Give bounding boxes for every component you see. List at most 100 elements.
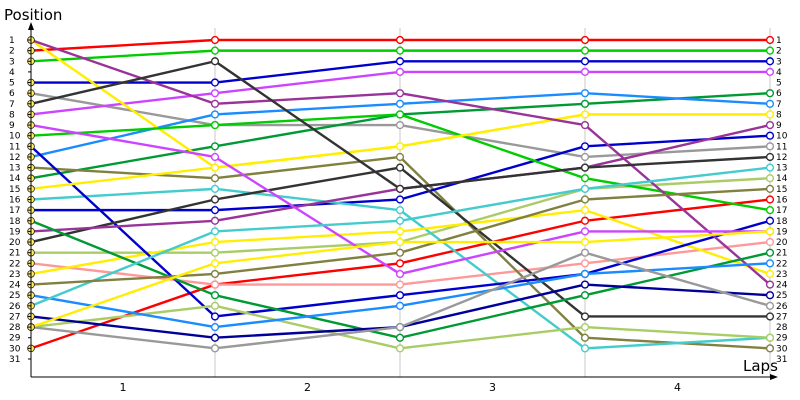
series-15-point-3	[395, 110, 405, 119]
series-24-point-4	[580, 269, 590, 279]
series-13-point-2	[210, 184, 220, 193]
series-7-point-2	[210, 248, 220, 257]
y-tick-left-13: 13	[9, 164, 20, 174]
y-tick-right-29: 29	[776, 334, 788, 344]
series-18-point-3	[395, 142, 405, 151]
series-17-point-5	[765, 216, 775, 225]
series-20-point-4	[580, 323, 590, 332]
series-15-point-4	[580, 174, 590, 183]
y-tick-right-17: 17	[776, 206, 787, 216]
series-5-point-5	[765, 237, 775, 247]
series-1-point-4	[580, 216, 590, 225]
series-22-point-5	[765, 120, 775, 130]
series-28-point-3	[395, 184, 405, 193]
series-17-point-2	[210, 312, 220, 321]
series-29-point-2	[210, 344, 220, 353]
y-tick-left-31: 31	[9, 355, 20, 365]
series-25-point-4	[580, 227, 590, 236]
y-tick-right-19: 19	[776, 227, 788, 237]
y-tick-right-10: 10	[776, 132, 788, 142]
series-11-point-2	[210, 89, 220, 98]
y-tick-left-1: 1	[9, 36, 15, 46]
y-tick-right-21: 21	[776, 249, 787, 259]
series-21-point-4	[580, 312, 590, 321]
series-13-point-4	[580, 344, 590, 353]
series-31-point-5	[765, 227, 775, 236]
y-tick-right-15: 15	[776, 185, 787, 195]
series-29-point-5	[765, 301, 775, 310]
series-24-point-3	[395, 301, 405, 310]
series-28-point-2	[210, 57, 220, 66]
x-tick-1: 1	[120, 381, 127, 394]
series-26-point-5	[765, 291, 775, 300]
series-markers	[27, 35, 775, 353]
series-25-point-2	[210, 152, 220, 162]
y-tick-right-28: 28	[776, 323, 788, 333]
series-4-point-4	[580, 57, 590, 66]
y-tick-left-7: 7	[9, 100, 15, 110]
series-26-point-4	[580, 280, 590, 289]
y-tick-left-25: 25	[9, 291, 20, 301]
series-18-point-4	[580, 110, 590, 119]
series-23-point-2	[210, 291, 220, 300]
series-5-point-2	[210, 280, 220, 289]
y-tick-left-15: 15	[9, 185, 20, 195]
series-30-point-4	[580, 195, 590, 204]
y-tick-right-2: 2	[776, 47, 782, 57]
series-3-point-4	[580, 99, 590, 108]
series-1-point-3	[395, 259, 405, 268]
series-8-point-3	[395, 152, 405, 162]
y-tick-right-7: 7	[776, 100, 782, 110]
y-tick-left-8: 8	[9, 110, 15, 120]
series-24-point-2	[210, 323, 220, 332]
y-tick-right-4: 4	[776, 68, 782, 78]
series-5-point-4	[580, 259, 590, 268]
y-tick-left-21: 21	[9, 249, 20, 259]
series-23-point-3	[395, 333, 405, 342]
series-30-point-5	[765, 184, 775, 193]
y-tick-right-9: 9	[776, 121, 782, 131]
x-tick-3: 3	[489, 381, 496, 394]
series-31-point-2	[210, 259, 220, 268]
y-tick-right-22: 22	[776, 259, 787, 269]
series-3-point-5	[765, 89, 775, 98]
y-tick-left-11: 11	[9, 142, 20, 152]
series-21-point-5	[765, 312, 775, 321]
y-tick-left-14: 14	[9, 174, 21, 184]
series-10-point-4	[580, 35, 590, 45]
series-27-point-2	[210, 227, 220, 236]
y-tick-left-19: 19	[9, 227, 21, 237]
series-6-point-2	[210, 46, 220, 55]
series-8-point-4	[580, 333, 590, 342]
y-tick-right-14: 14	[776, 174, 788, 184]
y-tick-left-2: 2	[9, 47, 15, 57]
series-12-point-2	[210, 110, 220, 119]
x-tick-labels: 1 2 3 4	[120, 381, 682, 394]
y-tick-labels-left: 1234567891011121314151617181920212223242…	[9, 36, 31, 365]
series-16-point-2	[210, 237, 220, 247]
series-1-point-5	[765, 195, 775, 204]
y-tick-left-27: 27	[9, 312, 20, 322]
series-5-point-3	[395, 280, 405, 289]
y-tick-right-26: 26	[776, 302, 788, 312]
series-9-point-2	[210, 206, 220, 215]
y-tick-labels-right: 1234567891011121314151617181920212223242…	[776, 36, 788, 365]
series-6-point-5	[765, 46, 775, 55]
series-9-point-3	[395, 195, 405, 204]
series-12-point-3	[395, 99, 405, 108]
y-tick-right-24: 24	[776, 281, 788, 291]
y-tick-left-22: 22	[9, 259, 20, 269]
series-27-point-5	[765, 163, 775, 172]
series-8-point-2	[210, 174, 220, 183]
y-tick-right-6: 6	[776, 89, 782, 99]
y-tick-right-12: 12	[776, 153, 787, 163]
series-10-point-2	[210, 35, 220, 45]
series-18-point-5	[765, 110, 775, 119]
y-tick-left-4: 4	[9, 68, 15, 78]
series-8-point-5	[765, 344, 775, 353]
series-15-point-2	[210, 120, 220, 130]
y-tick-right-25: 25	[776, 291, 787, 301]
series-7-point-5	[765, 174, 775, 183]
y-tick-left-23: 23	[9, 270, 20, 280]
